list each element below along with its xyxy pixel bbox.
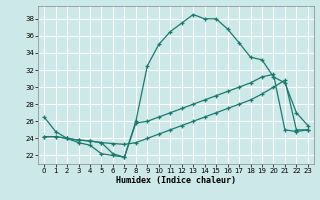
X-axis label: Humidex (Indice chaleur): Humidex (Indice chaleur) [116, 176, 236, 185]
